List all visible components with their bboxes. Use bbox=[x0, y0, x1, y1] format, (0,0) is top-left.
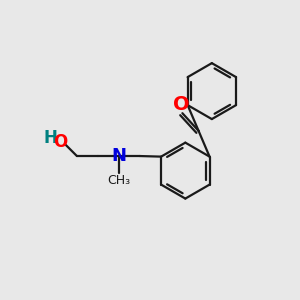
Text: CH₃: CH₃ bbox=[108, 174, 131, 187]
Text: N: N bbox=[112, 147, 127, 165]
Text: H: H bbox=[44, 129, 57, 147]
Text: O: O bbox=[53, 134, 68, 152]
Text: O: O bbox=[172, 95, 189, 114]
